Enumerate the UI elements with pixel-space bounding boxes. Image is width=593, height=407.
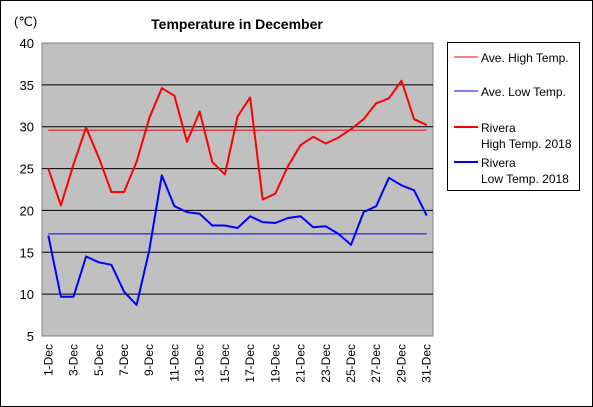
y-tick-label: 40 bbox=[20, 36, 34, 51]
y-tick-label: 15 bbox=[20, 245, 34, 260]
x-tick-label: 31-Dec bbox=[420, 344, 434, 383]
x-tick-label: 13-Dec bbox=[193, 344, 207, 383]
x-tick-label: 27-Dec bbox=[369, 344, 383, 383]
legend-label: Rivera bbox=[481, 121, 516, 135]
legend-label: Rivera bbox=[481, 156, 516, 170]
y-tick-label: 35 bbox=[20, 78, 34, 93]
x-tick-label: 25-Dec bbox=[344, 344, 358, 383]
x-tick-label: 29-Dec bbox=[394, 344, 408, 383]
series-line bbox=[47, 174, 428, 306]
x-tick-label: 15-Dec bbox=[218, 344, 232, 383]
x-tick-label: 19-Dec bbox=[268, 344, 282, 383]
x-tick-label: 17-Dec bbox=[243, 344, 257, 383]
x-tick-label: 5-Dec bbox=[92, 344, 106, 376]
plot-area bbox=[41, 42, 434, 337]
y-tick-label: 10 bbox=[20, 287, 34, 302]
x-tick-label: 9-Dec bbox=[142, 344, 156, 376]
legend-label: Ave. High Temp. bbox=[481, 51, 569, 65]
y-tick-label: 30 bbox=[20, 120, 34, 135]
x-tick-label: 7-Dec bbox=[117, 344, 131, 376]
chart-title: Temperature in December bbox=[151, 16, 323, 32]
y-axis-ticks: 5 10 15 20 25 30 35 40 bbox=[20, 36, 34, 344]
series-lines bbox=[47, 79, 428, 306]
x-tick-label: 23-Dec bbox=[319, 344, 333, 383]
y-tick-label: 25 bbox=[20, 162, 34, 177]
gridlines bbox=[42, 84, 433, 295]
x-tick-label: 3-Dec bbox=[67, 344, 81, 376]
legend-box bbox=[447, 42, 580, 191]
legend: Ave. High Temp. Ave. Low Temp. Rivera High … bbox=[454, 51, 572, 186]
x-tick-label: 1-Dec bbox=[41, 344, 55, 376]
series-line bbox=[47, 79, 428, 207]
legend-label: High Temp. 2018 bbox=[481, 137, 572, 151]
legend-label: Low Temp. 2018 bbox=[481, 172, 569, 186]
y-tick-label: 5 bbox=[27, 329, 34, 344]
y-tick-label: 20 bbox=[20, 203, 34, 218]
x-tick-label: 11-Dec bbox=[167, 344, 181, 382]
unit-label: (℃) bbox=[14, 14, 37, 29]
legend-label: Ave. Low Temp. bbox=[481, 85, 566, 99]
x-axis-ticks: 1-Dec 3-Dec 5-Dec 7-Dec 9-Dec 11-Dec 13-Dec 15-… bbox=[41, 344, 433, 383]
x-tick-label: 21-Dec bbox=[294, 344, 308, 383]
